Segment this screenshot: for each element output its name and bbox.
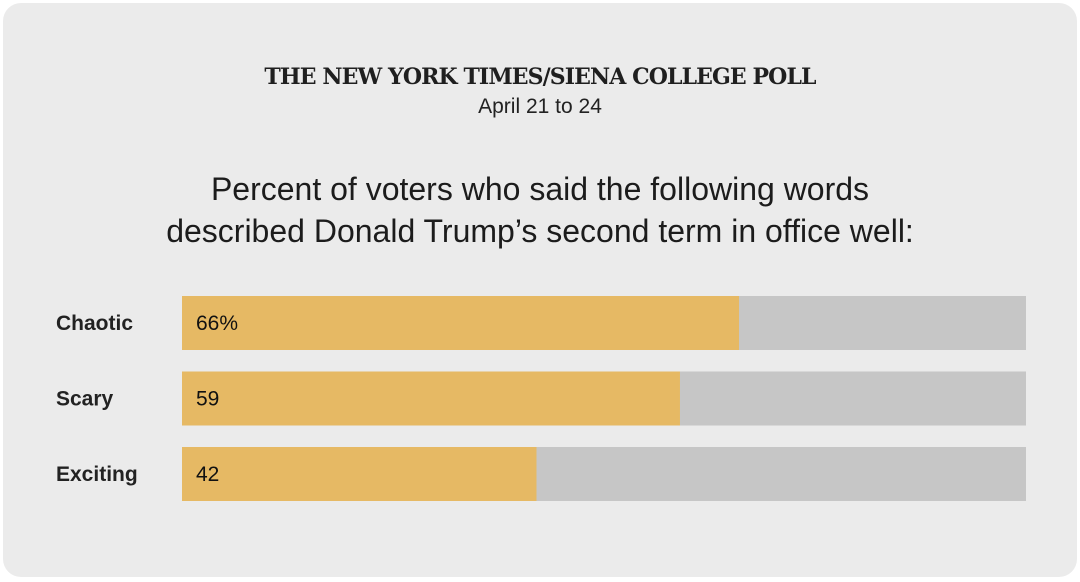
bar-scary — [182, 371, 680, 426]
chart-title-line-1: Percent of voters who said the following… — [210, 171, 870, 207]
value-label-scary: 59 — [196, 388, 219, 411]
poll-date: April 21 to 24 — [478, 95, 602, 118]
poll-source: THE NEW YORK TIMES/SIENA COLLEGE POLL — [264, 64, 816, 90]
chart-title: Percent of voters who said the following… — [0, 168, 1080, 252]
category-label-exciting: Exciting — [56, 463, 138, 486]
value-label-chaotic: 66% — [196, 312, 238, 335]
value-label-exciting: 42 — [196, 463, 219, 486]
category-label-chaotic: Chaotic — [56, 312, 133, 335]
bar-chaotic — [182, 296, 740, 350]
bar-exciting — [182, 447, 537, 501]
chart-title-line-2: described Donald Trump’s second term in … — [166, 213, 914, 249]
category-label-scary: Scary — [56, 388, 114, 411]
